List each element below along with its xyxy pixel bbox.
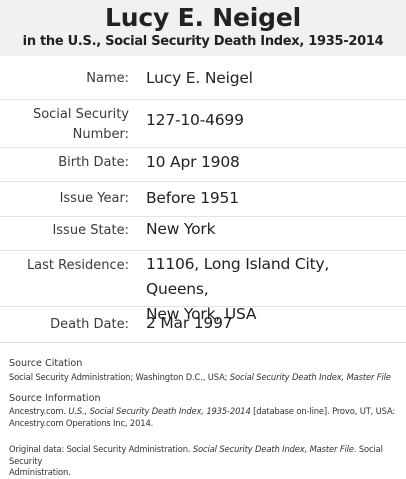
field-row-last-residence: Last Residence: 11106, Long Island City,…: [0, 251, 406, 323]
field-value-line: 11106, Long Island City, Queens,: [146, 255, 330, 298]
field-label: Last Residence:: [26, 258, 129, 273]
source-info-plain: [database on-line]. Provo, UT, USA:: [250, 406, 396, 416]
field-value: 127-10-4699: [146, 111, 244, 129]
field-row-name: Name: Lucy E. Neigel: [0, 56, 406, 100]
citation-plain: Social Security Administration; Washingt…: [9, 372, 230, 382]
field-row-ssn: Social Security Number: 127-10-4699: [0, 100, 406, 148]
field-row-birth-date: Birth Date: 10 Apr 1908: [0, 148, 406, 182]
field-label: Death Date:: [50, 317, 129, 332]
source-info-plain: Ancestry.com.: [9, 406, 69, 416]
field-value: 10 Apr 1908: [146, 153, 240, 171]
field-label: Issue Year:: [59, 191, 129, 206]
field-value-line: New York, USA: [146, 305, 257, 323]
field-row-issue-year: Issue Year: Before 1951: [0, 182, 406, 217]
record-header: Lucy E. Neigel in the U.S., Social Secur…: [0, 0, 406, 56]
field-value: Lucy E. Neigel: [146, 69, 253, 87]
source-citation-text: Social Security Administration; Washingt…: [9, 372, 399, 384]
original-data-plain: Original data: Social Security Administr…: [9, 444, 193, 454]
original-data-plain: . Social Security: [9, 444, 383, 466]
source-information-text: Ancestry.com. U.S., Social Security Deat…: [9, 406, 399, 429]
source-info-line: Ancestry.com. U.S., Social Security Deat…: [9, 406, 399, 418]
field-value: New York: [146, 220, 216, 238]
field-row-death-date: Death Date: 2 Mar 1997: [0, 307, 406, 343]
original-data-line: Original data: Social Security Administr…: [9, 444, 399, 467]
original-data-italic: Social Security Death Index, Master File: [192, 444, 354, 454]
field-label-line: Social Security: [32, 107, 129, 122]
field-label-line: Number:: [72, 127, 129, 142]
source-citation-heading: Source Citation: [9, 358, 83, 369]
source-info-line: Ancestry.com Operations Inc, 2014.: [9, 417, 154, 428]
field-value: Before 1951: [146, 189, 239, 207]
field-row-issue-state: Issue State: New York: [0, 217, 406, 251]
person-name-title: Lucy E. Neigel: [105, 3, 301, 32]
field-label: Issue State:: [52, 223, 129, 238]
field-label: Name:: [86, 71, 129, 86]
original-data-line: Administration.: [9, 467, 71, 477]
source-information-heading: Source Information: [9, 393, 101, 404]
citation-italic: Social Security Death Index, Master File: [229, 372, 391, 382]
source-info-italic: U.S., Social Security Death Index, 1935-…: [68, 406, 251, 416]
field-value: 2 Mar 1997: [146, 314, 233, 332]
field-value: 11106, Long Island City, Queens, New Yor…: [146, 252, 396, 327]
collection-subtitle: in the U.S., Social Security Death Index…: [22, 34, 384, 49]
field-label: Birth Date:: [58, 155, 129, 170]
original-data-text: Original data: Social Security Administr…: [9, 444, 399, 479]
field-label: Social Security Number:: [0, 105, 129, 145]
